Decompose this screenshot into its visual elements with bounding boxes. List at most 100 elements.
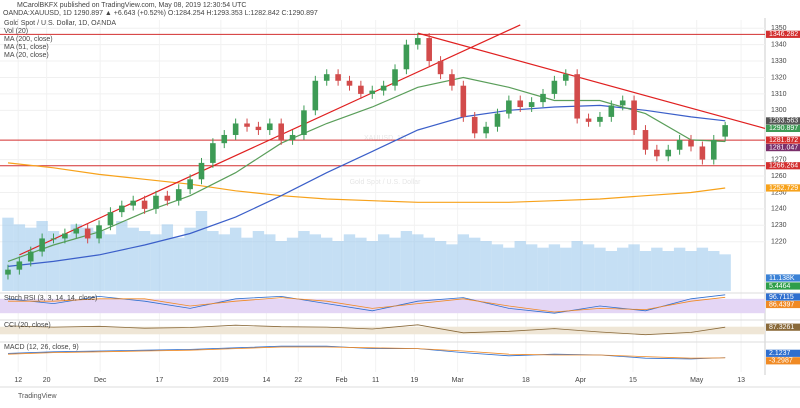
panel-label: 86.4397 (769, 301, 794, 308)
candle-body (141, 200, 148, 209)
price-label-box (766, 124, 800, 133)
volume-bar (537, 247, 549, 291)
volume-bar (491, 244, 504, 291)
ma-line (7, 162, 726, 203)
panel-title: Stoch RSI (3, 3, 14, 14, close) (4, 295, 97, 302)
x-tick-label: 17 (155, 377, 163, 384)
trend-line (417, 32, 766, 129)
panel-title: MACD (12, 26, close, 9) (4, 344, 79, 351)
candle-body (392, 69, 398, 86)
x-tick-label: 12 (14, 377, 22, 384)
price-label: 1290.897 (769, 125, 798, 132)
candle-body (346, 80, 353, 86)
candle-body (301, 110, 307, 135)
x-tick-label: 2019 (213, 377, 229, 384)
volume-bar (355, 237, 367, 291)
candle-body (232, 123, 239, 135)
volume-bar (594, 247, 606, 291)
volume-bar (138, 231, 151, 291)
volume-bar (685, 251, 697, 291)
candle-body (153, 195, 159, 209)
candle-body (437, 61, 444, 75)
volume-bar (662, 251, 674, 291)
candle-body (16, 261, 23, 270)
x-tick-label: Mar (452, 377, 465, 384)
volume-bar (628, 244, 640, 291)
price-label: 1266.264 (769, 163, 798, 170)
volume-bar (571, 241, 583, 291)
panel-title: CCI (20, close) (4, 322, 51, 329)
candle-body (642, 130, 649, 150)
candle-body (597, 116, 603, 122)
y-tick-label: 1330 (771, 58, 787, 65)
candle-body (187, 179, 193, 190)
volume-bar (321, 237, 333, 291)
volume-bar (719, 254, 731, 291)
panel-label-box (766, 349, 800, 357)
volume-label-box (766, 282, 800, 290)
x-tick-label: 22 (294, 377, 302, 384)
x-tick-label: 18 (522, 377, 530, 384)
candle-body (323, 74, 330, 81)
x-tick-label: Dec (94, 377, 107, 384)
candle-body (335, 74, 341, 81)
candle-body (654, 149, 660, 157)
volume-bar (184, 227, 196, 291)
oscillator-line (7, 294, 726, 314)
candle-body (358, 85, 364, 94)
indicator-legend: MA (51, close) (4, 44, 49, 51)
volume-bar (582, 244, 595, 291)
volume-bar (673, 247, 686, 291)
y-tick-label: 1300 (771, 107, 787, 114)
candle-body (460, 85, 467, 117)
candle-body (449, 74, 455, 86)
published: MCarolBKFX published on TradingView.com,… (17, 2, 246, 9)
candle-body (699, 146, 706, 160)
volume-bar (241, 237, 253, 291)
indicator-legend: Vol (20) (4, 28, 28, 35)
volume-bar (639, 251, 652, 291)
candle-body (39, 238, 45, 252)
volume-label-box (766, 274, 800, 282)
candle-body (278, 123, 284, 140)
panel-label: 87.3261 (769, 324, 794, 331)
volume-bar (412, 234, 424, 291)
candle-body (210, 143, 216, 163)
price-label-box (766, 144, 800, 152)
candle-body (710, 139, 717, 160)
price-label-box (766, 30, 800, 38)
x-tick-label: 19 (410, 377, 418, 384)
candle-body (471, 116, 478, 134)
candle-body (119, 205, 125, 213)
price-label: 1252.729 (769, 185, 798, 192)
candle-body (517, 100, 524, 108)
volume-bar (617, 247, 629, 291)
candle-body (585, 118, 592, 122)
candle-body (175, 189, 182, 201)
y-tick-label: 1220 (771, 239, 787, 246)
panel-band (0, 298, 765, 314)
candle-body (73, 228, 80, 234)
volume-bar (696, 247, 709, 291)
oscillator-line (7, 346, 726, 359)
volume-bar (264, 234, 276, 291)
volume-label: 11.138K (769, 275, 795, 282)
candle-body (722, 125, 728, 137)
indicator-legend: MA (200, close) (4, 36, 53, 43)
candle-body (50, 238, 57, 240)
footer: TradingView (18, 393, 57, 400)
candle-body (27, 251, 34, 262)
volume-bar (480, 241, 492, 291)
volume-bar (195, 211, 208, 291)
x-tick-label: 13 (737, 377, 745, 384)
candle-body (244, 123, 250, 127)
volume-bar (651, 247, 663, 291)
volume-bar (275, 241, 287, 291)
volume-bar (605, 251, 618, 291)
x-tick-label: 20 (43, 377, 51, 384)
volume-label: 5.4464 (769, 283, 791, 290)
candle-body (380, 85, 387, 91)
x-tick-label: May (690, 377, 704, 384)
candle-body (506, 100, 512, 114)
